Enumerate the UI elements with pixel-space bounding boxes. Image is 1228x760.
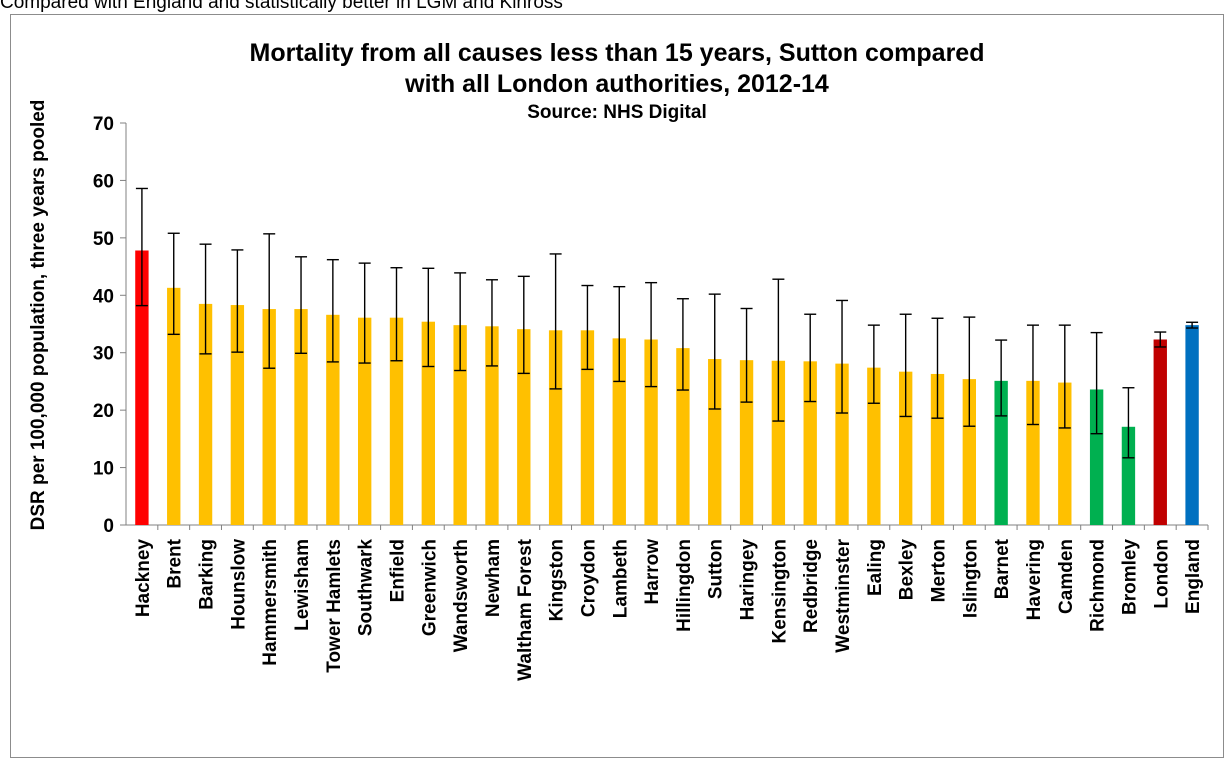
chart-subtitle: Source: NHS Digital <box>527 102 706 123</box>
y-tick-label: 10 <box>93 459 114 480</box>
y-tick-label: 0 <box>103 516 114 537</box>
chart-frame: Mortality from all causes less than 15 y… <box>10 14 1224 758</box>
x-tick-label: Kingston <box>547 539 568 621</box>
top-caption: Compared with England and statistically … <box>0 0 563 13</box>
x-tick-label: Bromley <box>1119 539 1140 615</box>
y-tick-label: 40 <box>93 286 114 307</box>
bar-havering <box>1026 380 1040 525</box>
bar-barking <box>198 303 213 525</box>
x-tick-label: Newham <box>483 539 504 617</box>
chart-title-line-2: with all London authorities, 2012-14 <box>404 70 829 98</box>
x-tick-label: Merton <box>929 539 950 602</box>
x-tick-label: Tower Hamlets <box>324 539 345 673</box>
x-tick-label: Redbridge <box>801 539 822 633</box>
x-tick-label: Haringey <box>738 539 759 621</box>
x-tick-label: Bexley <box>897 539 918 601</box>
bar-lambeth <box>612 338 626 525</box>
bar-kingston <box>548 330 563 525</box>
x-tick-label: Hammersmith <box>260 539 281 666</box>
y-tick-label: 50 <box>93 229 114 250</box>
x-tick-label: Lewisham <box>292 539 313 631</box>
bar-redbridge <box>803 361 817 525</box>
bar-croydon <box>580 330 595 525</box>
x-tick-label: Greenwich <box>419 539 440 636</box>
bar-islington <box>962 379 977 525</box>
y-tick-label: 60 <box>93 171 114 192</box>
bar-barnet <box>994 380 1008 525</box>
x-tick-label: London <box>1151 539 1172 609</box>
bar-england <box>1185 325 1199 525</box>
bar-hammersmith <box>262 309 276 525</box>
bar-hounslow <box>230 305 245 525</box>
bar-bexley <box>898 371 913 525</box>
bar-hillingdon <box>676 348 690 525</box>
bar-chart: Mortality from all causes less than 15 y… <box>28 39 1209 681</box>
bar-waltham-forest <box>517 329 531 525</box>
bar-bromley <box>1121 426 1136 525</box>
bar-merton <box>930 373 945 525</box>
bar-harrow <box>644 339 658 525</box>
bar-tower-hamlets <box>326 314 340 525</box>
bar-ealing <box>867 367 881 525</box>
x-tick-label: Croydon <box>578 539 599 617</box>
x-tick-label: Harrow <box>642 539 663 605</box>
bar-haringey <box>739 360 754 525</box>
bar-westminster <box>835 363 849 525</box>
x-tick-label: Camden <box>1056 539 1077 614</box>
bar-lewisham <box>294 309 308 525</box>
y-tick-label: 70 <box>93 114 114 135</box>
bar-enfield <box>389 317 404 525</box>
bar-hackney <box>135 250 149 525</box>
x-tick-label: Ealing <box>865 539 886 596</box>
bar-wandsworth <box>453 325 467 525</box>
x-tick-label: Lambeth <box>610 539 631 618</box>
x-tick-label: Havering <box>1024 539 1045 620</box>
bar-greenwich <box>421 321 436 525</box>
x-tick-label: Southwark <box>356 539 377 637</box>
x-tick-label: Brent <box>165 538 186 588</box>
x-tick-label: Richmond <box>1088 539 1109 632</box>
x-tick-label: Barking <box>197 539 218 610</box>
chart-title-line-1: Mortality from all causes less than 15 y… <box>250 39 985 67</box>
x-tick-label: Westminster <box>833 538 854 652</box>
bar-brent <box>167 287 181 525</box>
y-tick-label: 30 <box>93 344 114 365</box>
bar-richmond <box>1089 389 1104 525</box>
bar-london <box>1153 339 1167 525</box>
bar-sutton <box>708 359 722 525</box>
bar-southwark <box>357 317 372 525</box>
x-tick-label: Islington <box>960 539 981 618</box>
y-tick-label: 20 <box>93 401 114 422</box>
x-tick-label: Wandsworth <box>451 539 472 652</box>
x-tick-label: Barnet <box>992 538 1013 599</box>
x-tick-label: Kensington <box>769 539 790 644</box>
y-axis-label: DSR per 100,000 population, three years … <box>28 100 49 531</box>
x-tick-label: Enfield <box>388 539 409 602</box>
x-tick-label: Hounslow <box>228 539 249 630</box>
x-tick-label: Hillingdon <box>674 539 695 632</box>
x-tick-label: Waltham Forest <box>515 538 536 680</box>
bar-camden <box>1058 382 1072 525</box>
x-tick-label: Sutton <box>706 539 727 599</box>
x-tick-label: England <box>1183 539 1204 614</box>
bar-kensington <box>771 360 786 525</box>
x-tick-label: Hackney <box>133 539 154 618</box>
bar-newham <box>485 326 499 525</box>
plot-area: 0 10 20 30 40 50 60 70 Hackney Brent Barking Hounsl… <box>93 114 1209 681</box>
